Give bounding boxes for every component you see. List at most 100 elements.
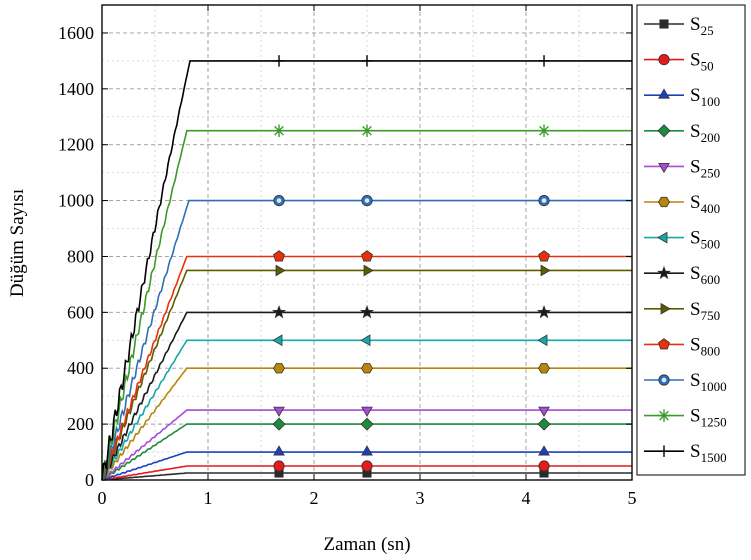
series-marker-s100 <box>538 445 550 456</box>
legend-entry-s250: S250 <box>644 156 720 180</box>
series-marker-s500 <box>360 334 371 347</box>
series-line-s100 <box>101 451 632 481</box>
series-marker-s500 <box>537 334 548 347</box>
legend-label: S1000 <box>690 370 727 394</box>
y-tick-label: 800 <box>67 246 94 266</box>
series-marker-s500 <box>272 334 283 347</box>
y-tick-label: 600 <box>67 302 94 322</box>
series-line-s1500 <box>101 60 632 481</box>
series-markers <box>271 55 552 478</box>
legend-entry-s800: S800 <box>644 334 720 358</box>
series-marker-s1500 <box>361 55 373 67</box>
series-line-s50 <box>101 465 632 481</box>
series-line-s25 <box>101 472 632 481</box>
series-line-s200 <box>102 423 632 481</box>
series-marker-s400 <box>361 363 373 374</box>
legend-label: S600 <box>690 263 720 287</box>
legend-marker <box>658 88 670 99</box>
legend-marker <box>658 338 670 350</box>
y-tick-label: 1400 <box>58 79 94 99</box>
series-marker-s1000 <box>361 194 373 207</box>
series-marker-s750 <box>275 264 286 277</box>
y-tick-label: 200 <box>67 414 94 434</box>
legend-entry-s400: S400 <box>644 192 720 216</box>
series-marker-s1000 <box>538 194 550 207</box>
series-marker-s250 <box>538 406 550 417</box>
legend-label: S100 <box>690 85 720 109</box>
series-line-s400 <box>101 367 632 481</box>
legend-label: S50 <box>690 50 714 74</box>
series-marker-s400 <box>538 363 550 374</box>
x-tick-label: 3 <box>416 488 425 508</box>
series-marker-s600 <box>271 304 287 319</box>
x-axis-label: Zaman (sn) <box>323 534 410 555</box>
legend-entry-s50: S50 <box>644 50 714 74</box>
legend-marker <box>657 231 668 244</box>
series-marker-s200 <box>272 417 286 431</box>
legend-entry-s200: S200 <box>644 121 720 145</box>
series-marker-s200 <box>360 417 374 431</box>
legend-entry-s750: S750 <box>644 299 720 323</box>
series-marker-s1000 <box>273 194 285 207</box>
legend-entry-s100: S100 <box>644 85 720 109</box>
series-marker-s250 <box>361 406 373 417</box>
series-marker-s800 <box>361 250 373 262</box>
series-line-s600 <box>101 311 632 481</box>
plot-frame-top <box>101 4 633 481</box>
legend: S25 S50 S100 S200 S250 S400 S500 S600 S750 S800 S1… <box>636 4 746 476</box>
legend-marker <box>660 302 671 315</box>
series-line-s750 <box>101 269 632 481</box>
y-tick-label: 1000 <box>58 191 94 211</box>
series-marker-s750 <box>363 264 374 277</box>
legend-label: S1250 <box>690 406 727 430</box>
legend-label: S800 <box>690 334 720 358</box>
x-tick-label: 0 <box>98 488 107 508</box>
series-lines <box>101 60 632 481</box>
series-marker-s600 <box>536 304 552 319</box>
x-tick-label: 5 <box>628 488 637 508</box>
legend-label: S250 <box>690 156 720 180</box>
x-tick-label: 4 <box>522 488 531 508</box>
legend-marker <box>658 53 670 66</box>
y-tick-label: 1200 <box>58 135 94 155</box>
legend-label: S1500 <box>690 441 727 465</box>
series-marker-s1500 <box>538 55 550 67</box>
series-marker-s100 <box>273 445 285 456</box>
series-marker-s750 <box>540 264 551 277</box>
series-marker-s800 <box>538 250 550 262</box>
legend-entry-s500: S500 <box>644 228 720 252</box>
legend-marker <box>658 374 670 386</box>
y-tick-label: 0 <box>85 470 94 490</box>
legend-entry-s1000: S1000 <box>644 370 727 394</box>
series-marker-s250 <box>273 406 285 417</box>
series-marker-s1250 <box>537 124 551 137</box>
series-marker-s800 <box>273 250 285 262</box>
series-marker-s50 <box>273 460 285 472</box>
legend-entry-s600: S600 <box>644 263 720 287</box>
y-tick-label: 400 <box>67 358 94 378</box>
series-line-s500 <box>101 339 632 481</box>
series-marker-s400 <box>273 363 285 374</box>
legend-entry-s1250: S1250 <box>644 406 727 430</box>
legend-label: S25 <box>690 14 714 38</box>
series-marker-s50 <box>538 460 550 472</box>
x-tick-label: 1 <box>204 488 213 508</box>
legend-box <box>636 4 746 476</box>
legend-label: S400 <box>690 192 720 216</box>
legend-marker <box>658 196 670 208</box>
legend-marker <box>659 19 669 29</box>
series-marker-s100 <box>361 445 373 456</box>
series-marker-s600 <box>359 304 375 319</box>
legend-marker <box>657 409 671 422</box>
series-marker-s50 <box>361 460 373 472</box>
y-axis-label: Düğüm Sayısı <box>7 189 28 297</box>
legend-marker <box>657 124 671 138</box>
legend-entry-s25: S25 <box>644 14 714 38</box>
y-tick-label: 1600 <box>58 23 94 43</box>
series-line-s800 <box>102 255 632 481</box>
series-line-s250 <box>101 409 632 481</box>
series-marker-s200 <box>537 417 551 431</box>
series-marker-s1250 <box>360 124 374 137</box>
series-line-s1000 <box>102 199 632 481</box>
